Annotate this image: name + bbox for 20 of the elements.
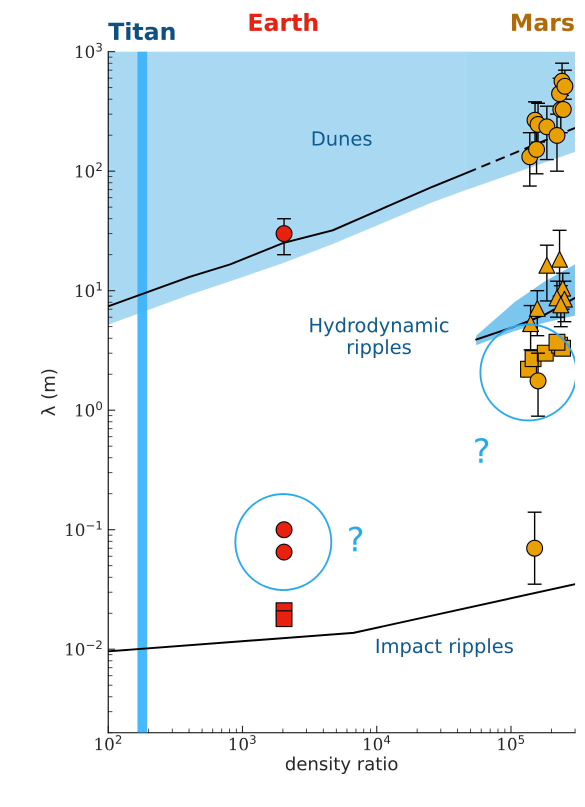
annotation: Hydrodynamic ripples [310, 317, 448, 358]
y-tick-label: 10$^{−2}$ [66, 640, 102, 656]
x-tick-label: 10$^{5}$ [498, 735, 524, 750]
y-tick-label: 10$^{1}$ [76, 282, 102, 298]
band-label: Titan [108, 22, 175, 40]
x-tick-label: 10$^{4}$ [364, 735, 390, 750]
y-tick-label: 10$^{−1}$ [66, 521, 102, 536]
x-tick-label: 10$^{2}$ [96, 735, 122, 750]
y-tick-label: 10$^{2}$ [76, 162, 102, 178]
annotation: Impact ripples [376, 638, 513, 658]
annotation: Dunes [312, 131, 372, 146]
x-axis-title: density ratio [286, 756, 398, 774]
annotation: ? [349, 526, 362, 552]
y-tick-label: 10$^{0}$ [76, 401, 102, 417]
y-axis-title: λ (m) [41, 370, 58, 416]
text: Mars [512, 14, 574, 32]
x-tick-label: 10$^{3}$ [230, 735, 256, 750]
annotation: ? [475, 438, 488, 463]
y-tick-label: 10$^{3}$ [76, 42, 102, 58]
text: Earth [250, 12, 318, 32]
